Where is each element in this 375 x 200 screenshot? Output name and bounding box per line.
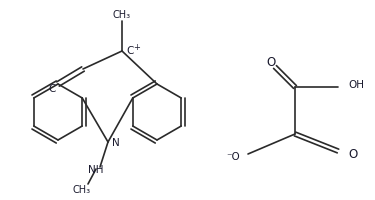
- Text: NH: NH: [87, 164, 103, 174]
- Text: C: C: [126, 46, 134, 56]
- Text: +: +: [133, 42, 140, 51]
- Text: ⁻O: ⁻O: [226, 151, 240, 161]
- Text: C: C: [49, 84, 56, 94]
- Text: CH₃: CH₃: [113, 10, 131, 20]
- Text: N: N: [112, 137, 120, 147]
- Text: O: O: [348, 148, 357, 161]
- Text: CH₃: CH₃: [73, 184, 91, 194]
- Text: O: O: [266, 55, 276, 68]
- Text: OH: OH: [348, 80, 364, 90]
